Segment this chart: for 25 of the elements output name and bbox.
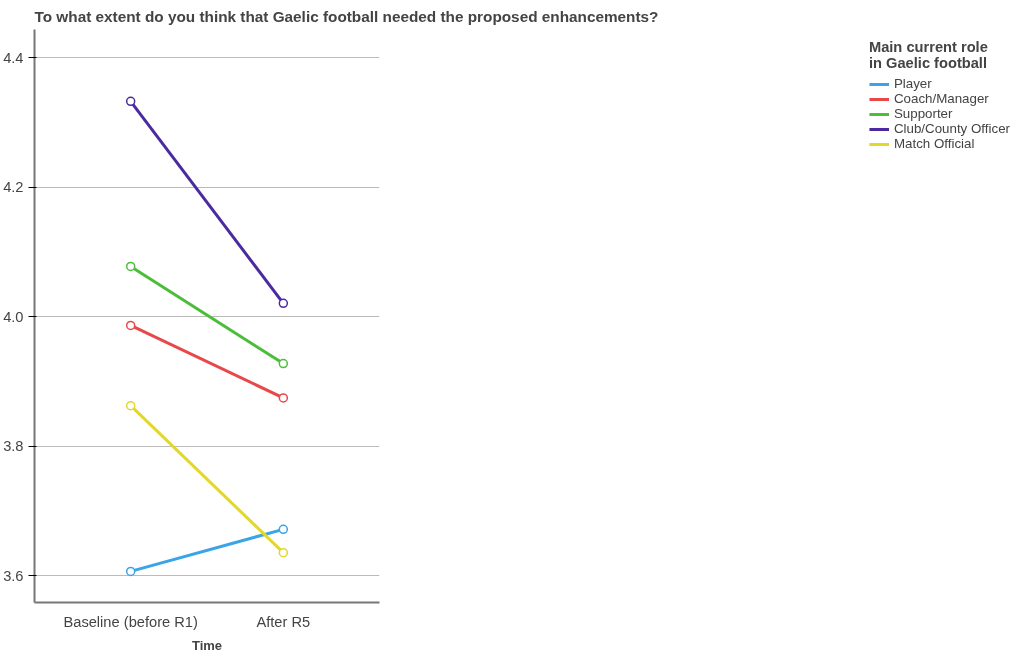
point (125, 320, 136, 331)
point (278, 358, 289, 369)
legend-label: Player (893, 76, 932, 91)
point (278, 393, 289, 403)
x-tick-label: Baseline (before R1) (63, 613, 198, 630)
legend-label: Supporter (893, 106, 953, 121)
y-tick-label: 3.8 (3, 438, 24, 455)
point (125, 96, 136, 107)
point (278, 524, 289, 535)
chart-title: To what extent do you think that Gaelic football needed the proposed enhancements? (34, 7, 659, 25)
y-tick-label: 4.2 (3, 179, 24, 196)
y-tick-label: 4.0 (3, 308, 24, 325)
point (278, 547, 289, 558)
y-tick-label: 3.6 (3, 567, 24, 584)
point (125, 261, 136, 272)
legend-label: Club/County Officer (893, 121, 1010, 136)
point (125, 400, 136, 411)
legend-label: Match Official (893, 136, 975, 151)
x-tick-label: After R5 (256, 613, 311, 630)
point (278, 298, 289, 309)
x-axis-title: Time (191, 637, 223, 653)
y-tick-label: 4.4 (3, 49, 24, 66)
legend-title: Main current role in Gaelic football (868, 39, 989, 71)
point (125, 566, 136, 577)
legend-label: Coach/Manager (893, 91, 989, 106)
